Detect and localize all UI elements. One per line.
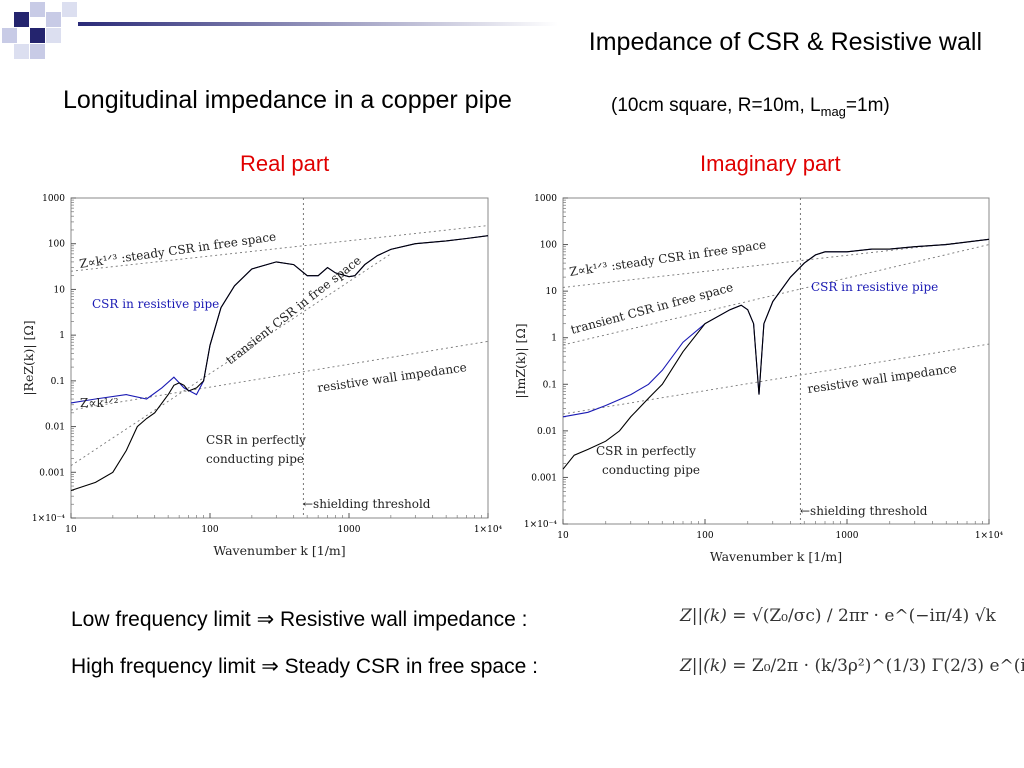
decorative-squares <box>2 2 558 59</box>
y-tick-label: 1000 <box>534 194 557 204</box>
series-csr-perfect-pipe <box>562 238 990 470</box>
annotation-transient: transient CSR in free space <box>569 280 734 337</box>
x-axis-label: Wavenumber k [1/m] <box>213 543 345 558</box>
annotation-csr-perfect-2: conducting pipe <box>602 463 700 477</box>
parameters-note: (10cm square, R=10m, Lmag=1m) <box>611 95 890 119</box>
series-csr-resistive-pipe <box>70 235 489 404</box>
guide-line <box>70 225 489 272</box>
guide-line <box>562 343 990 415</box>
x-tick-label: 10 <box>65 525 77 535</box>
y-axis-label: |ImZ(k)| [Ω] <box>513 323 528 398</box>
guide-line <box>562 238 990 288</box>
annotation-half-power: Z∝k¹ᐟ² <box>80 396 119 410</box>
plot-frame <box>562 197 990 525</box>
x-tick-label: 100 <box>201 525 218 535</box>
y-tick-label: 100 <box>48 240 65 250</box>
real-part-label: Real part <box>240 151 330 176</box>
imaginary-part-label: Imaginary part <box>700 151 841 176</box>
high-frequency-formula: Z||(k) = Z₀/2π · (k/3ρ²)^(1/3) Γ(2/3) e^… <box>680 656 1024 676</box>
y-tick-label: 0.01 <box>45 423 65 433</box>
annotation-csr-perfect-1: CSR in perfectly <box>206 433 306 447</box>
y-tick-label: 1×10⁻⁴ <box>524 520 557 530</box>
annotation-shielding: ←shielding threshold <box>303 497 431 511</box>
annotation-steady: Z∝k¹ᐟ³ :steady CSR in free space <box>568 237 766 278</box>
y-axis-label: |ReZ(k)| [Ω] <box>21 320 36 395</box>
y-tick-label: 1×10⁻⁴ <box>32 514 65 524</box>
y-tick-label: 1000 <box>42 194 65 204</box>
params-prefix: (10cm square, R=10m, L <box>611 95 821 116</box>
x-tick-label: 1×10⁴ <box>975 531 1004 541</box>
high-formula-rhs: Z₀/2π · (k/3ρ²)^(1/3) Γ(2/3) e^(iπ/6) <box>751 656 1024 676</box>
low-formula-rhs: √(Z₀/σc) / 2πr · e^(−iπ/4) √k <box>751 606 996 626</box>
y-tick-label: 0.01 <box>537 427 557 437</box>
annotation-csr-resistive: CSR in resistive pipe <box>811 280 938 294</box>
guide-line <box>70 340 489 411</box>
slide-title: Impedance of CSR & Resistive wall <box>588 28 982 56</box>
y-tick-label: 0.1 <box>51 377 65 387</box>
y-tick-label: 1 <box>59 331 65 341</box>
high-formula-lhs: Z||(k) = <box>680 656 747 676</box>
high-frequency-limit: High frequency limit ⇒ Steady CSR in fre… <box>71 655 538 678</box>
annotation-steady: Z∝k¹ᐟ³ :steady CSR in free space <box>78 229 276 270</box>
params-sub: mag <box>820 103 846 119</box>
plot-frame <box>70 197 489 519</box>
annotation-shielding: ←shielding threshold <box>800 504 928 518</box>
annotation-transient: transient CSR in free space <box>223 253 364 367</box>
y-tick-label: 0.001 <box>531 473 557 483</box>
x-tick-label: 100 <box>696 531 713 541</box>
y-tick-label: 10 <box>54 285 66 295</box>
guide-line <box>70 253 392 466</box>
series-csr-resistive-pipe <box>562 238 990 418</box>
annotation-csr-perfect-1: CSR in perfectly <box>596 444 696 458</box>
annotation-csr-resistive: CSR in resistive pipe <box>92 297 219 311</box>
low-frequency-limit: Low frequency limit ⇒ Resistive wall imp… <box>71 608 528 631</box>
x-tick-label: 1000 <box>836 531 859 541</box>
x-tick-label: 1000 <box>338 525 361 535</box>
low-formula-lhs: Z||(k) = <box>680 606 747 626</box>
x-axis-label: Wavenumber k [1/m] <box>710 549 842 564</box>
y-tick-label: 0.001 <box>39 468 65 478</box>
subtitle: Longitudinal impedance in a copper pipe <box>63 86 512 114</box>
y-tick-label: 100 <box>540 241 557 251</box>
y-tick-label: 1 <box>551 334 557 344</box>
y-tick-label: 0.1 <box>543 380 557 390</box>
guide-line <box>562 244 990 346</box>
series-csr-perfect-pipe <box>70 235 489 492</box>
x-tick-label: 10 <box>557 531 569 541</box>
x-tick-label: 1×10⁴ <box>474 525 503 535</box>
annotation-resistive-wall: resistive wall impedance <box>316 360 467 395</box>
params-suffix: =1m) <box>845 95 890 116</box>
y-tick-label: 10 <box>546 287 558 297</box>
low-frequency-formula: Z||(k) = √(Z₀/σc) / 2πr · e^(−iπ/4) √k <box>680 606 996 626</box>
annotation-resistive-wall: resistive wall impedance <box>806 361 957 396</box>
annotation-csr-perfect-2: conducting pipe <box>206 452 304 466</box>
